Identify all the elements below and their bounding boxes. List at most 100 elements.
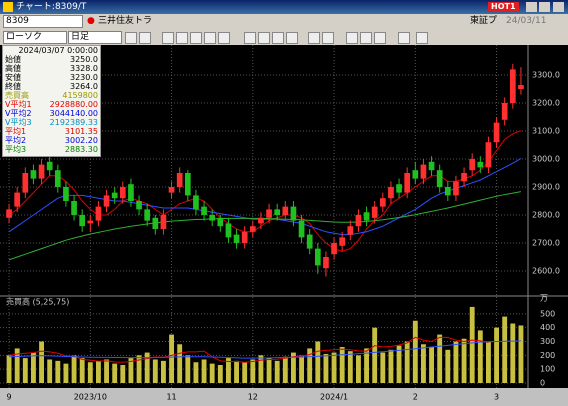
volume-bar: [469, 306, 475, 383]
average-line: [8, 157, 522, 236]
code-input[interactable]: 8309: [3, 15, 83, 28]
candle-body: [168, 187, 175, 193]
average-line: [8, 191, 522, 261]
candle-body: [379, 198, 386, 207]
volume-bar: [453, 341, 459, 383]
hot-badge[interactable]: HOT1: [488, 2, 519, 12]
info-row: V平均3 2192389.33: [3, 118, 100, 127]
volume-bar: [128, 358, 134, 383]
tool-icon[interactable]: [272, 32, 284, 44]
volume-bar: [144, 352, 150, 383]
candle-body: [485, 142, 492, 168]
volume-bar: [47, 359, 53, 383]
x-tick-label: 11: [166, 393, 176, 402]
candle-body: [290, 206, 297, 221]
candle-body: [493, 122, 500, 143]
candle-body: [469, 159, 476, 171]
tool-icon[interactable]: [398, 32, 410, 44]
info-label: 平均3: [5, 145, 27, 154]
volume-bar: [250, 359, 256, 383]
volume-bar: [6, 355, 12, 383]
candle-body: [160, 215, 167, 229]
candle-body: [136, 201, 142, 210]
y-tick-label: 0: [540, 379, 545, 388]
tool-icon[interactable]: [286, 32, 298, 44]
candle-body: [404, 173, 411, 193]
candle-body: [509, 69, 516, 103]
info-value: 2883.30: [64, 145, 98, 154]
tool-icon[interactable]: [218, 32, 230, 44]
volume-bar: [63, 363, 69, 383]
volume-bar: [282, 356, 288, 383]
average-line: [8, 130, 522, 252]
candle-body: [152, 217, 159, 229]
volume-bar: [209, 363, 215, 383]
tool-icon[interactable]: [322, 32, 334, 44]
info-row: 平均2 3002.20: [3, 136, 100, 145]
candle-body: [388, 187, 394, 199]
volume-bar: [347, 351, 353, 383]
period-select[interactable]: 日足: [68, 31, 122, 44]
tool-icon[interactable]: [139, 32, 151, 44]
candle-body: [314, 248, 321, 266]
volume-bar: [421, 344, 426, 383]
tool-icon[interactable]: [258, 32, 270, 44]
info-value: 3002.20: [64, 136, 98, 145]
candle-body: [46, 161, 53, 171]
volume-bar: [429, 347, 434, 383]
tool-icon[interactable]: [204, 32, 216, 44]
volume-bar: [39, 341, 44, 383]
tool-icon[interactable]: [176, 32, 188, 44]
candle-body: [30, 170, 37, 179]
maximize-button[interactable]: [539, 2, 550, 12]
date: 24/03/11: [506, 16, 547, 26]
info-value: 3101.35: [64, 127, 98, 136]
minimize-button[interactable]: [526, 2, 537, 12]
chart-kind-select[interactable]: ローソク: [3, 31, 67, 44]
candle-body: [444, 187, 451, 196]
candle-body: [128, 184, 134, 201]
volume-bar: [258, 355, 264, 383]
candle-body: [258, 217, 264, 224]
volume-bar: [87, 362, 93, 383]
candle-body: [103, 195, 110, 207]
candle-body: [396, 184, 402, 193]
candle-body: [420, 164, 427, 179]
y-tick-label: 200: [540, 351, 555, 360]
tool-icon[interactable]: [190, 32, 202, 44]
y-tick-label: 2700.0: [532, 239, 560, 248]
info-label: 終値: [5, 82, 21, 91]
volume-bar: [274, 360, 280, 383]
y-tick-label: 3300.0: [532, 71, 560, 80]
close-button[interactable]: [553, 2, 564, 12]
tool-icon[interactable]: [162, 32, 174, 44]
candle-body: [347, 226, 354, 235]
candle-body: [63, 187, 69, 201]
y-tick-label: 2600.0: [532, 267, 560, 276]
tool-icon[interactable]: [360, 32, 372, 44]
volume-bar: [201, 359, 207, 383]
volume-bar: [31, 352, 36, 383]
tool-icon[interactable]: [308, 32, 320, 44]
candle-body: [176, 173, 183, 187]
candle-body: [193, 195, 199, 210]
info-row: 売買高 4159800: [3, 91, 100, 100]
volume-bar: [234, 360, 239, 383]
volume-average-line: [9, 340, 521, 359]
x-tick-label: 3: [494, 393, 499, 402]
tool-icon[interactable]: [125, 32, 137, 44]
volume-bar: [242, 362, 248, 383]
y-tick-label: 2800.0: [532, 211, 560, 220]
volume-bar: [120, 365, 126, 383]
volume-bar: [364, 348, 369, 383]
tool-icon[interactable]: [374, 32, 386, 44]
info-label: V平均2: [5, 109, 32, 118]
tool-icon[interactable]: [416, 32, 428, 44]
x-tick-label: 2023/10: [74, 393, 107, 402]
volume-bar: [307, 348, 313, 383]
tool-icon[interactable]: [346, 32, 358, 44]
tool-icon[interactable]: [244, 32, 256, 44]
y-tick-label: 100: [540, 365, 555, 374]
y-tick-label: 400: [540, 323, 555, 332]
